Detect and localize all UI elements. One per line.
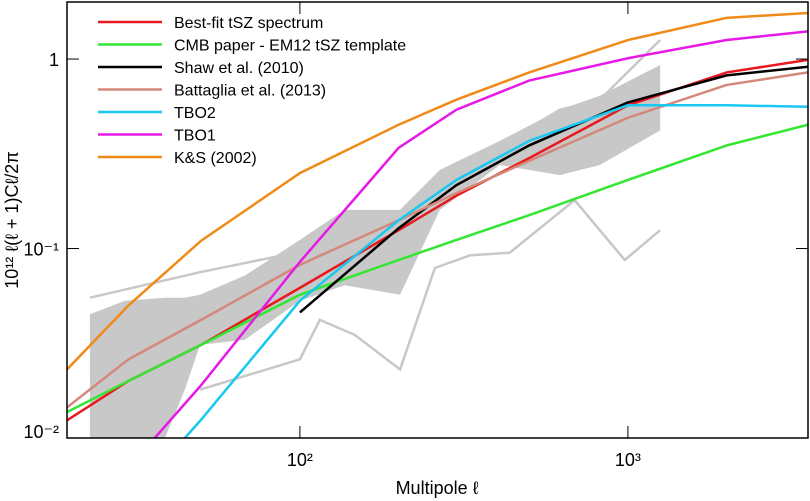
y-axis-label: 10¹² ℓ(ℓ + 1)Cℓ/2π bbox=[2, 151, 22, 288]
legend-label: TBO1 bbox=[174, 128, 216, 145]
series-line bbox=[299, 65, 808, 314]
legend-label: Battaglia et al. (2013) bbox=[174, 83, 326, 100]
y-tick-label: 10⁻¹ bbox=[23, 240, 59, 260]
y-tick-label: 1 bbox=[49, 50, 59, 70]
legend-label: CMB paper - EM12 tSZ template bbox=[174, 38, 406, 55]
series-line bbox=[67, 11, 808, 371]
x-tick-label: 10³ bbox=[615, 450, 641, 470]
series-line bbox=[183, 104, 808, 438]
y-tick-label: 10⁻² bbox=[23, 422, 59, 442]
series-line bbox=[67, 123, 808, 414]
legend-label: K&S (2002) bbox=[174, 150, 257, 167]
series-line bbox=[67, 71, 808, 409]
legend-label: Shaw et al. (2010) bbox=[174, 60, 304, 77]
plot-frame bbox=[66, 1, 809, 439]
x-tick-label: 10² bbox=[287, 450, 313, 470]
legend-label: Best-fit tSZ spectrum bbox=[174, 15, 323, 32]
legend-label: TBO2 bbox=[174, 105, 216, 122]
series-line bbox=[153, 30, 808, 438]
limit-line bbox=[199, 198, 661, 391]
limit-line bbox=[89, 39, 662, 299]
band bbox=[89, 65, 661, 438]
x-axis-label: Multipole ℓ bbox=[396, 478, 479, 498]
